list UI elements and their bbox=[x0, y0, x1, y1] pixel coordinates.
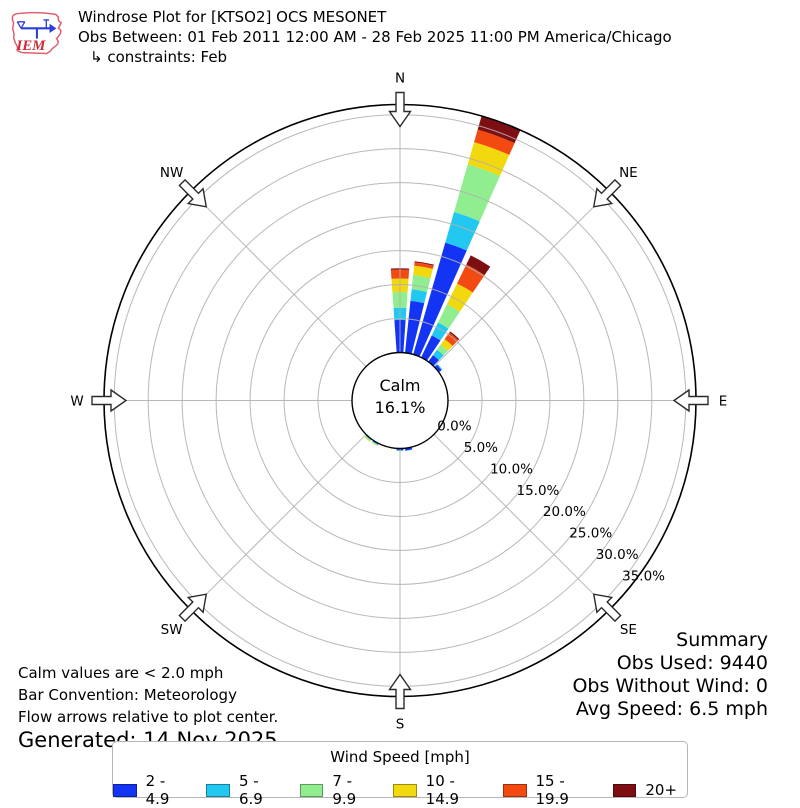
footnote-convention: Bar Convention: Meteorology bbox=[18, 686, 237, 704]
wind-bar-segment bbox=[405, 300, 425, 354]
radial-tick-label: 25.0% bbox=[569, 526, 612, 542]
wind-bar-segment bbox=[474, 129, 515, 155]
compass-label-ne: NE bbox=[619, 165, 638, 181]
legend-swatch bbox=[612, 783, 637, 797]
legend-label: 15 - 19.9 bbox=[535, 772, 569, 808]
wind-bar-segment bbox=[434, 364, 442, 373]
legend-label: 10 - 14.9 bbox=[425, 772, 460, 808]
wind-bar-segment bbox=[413, 265, 433, 279]
wind-bar-segment bbox=[410, 289, 428, 304]
radial-tick-label: 0.0% bbox=[437, 419, 471, 435]
compass-label-nw: NW bbox=[160, 165, 183, 181]
rose-compass-labels: N NE E SE S SW W NW bbox=[70, 71, 727, 733]
grid-spoke bbox=[433, 190, 610, 367]
flow-arrow-icon bbox=[388, 91, 412, 128]
compass-label-se: SE bbox=[620, 622, 637, 638]
flow-arrow-icon bbox=[388, 673, 412, 710]
legend-swatch bbox=[113, 783, 137, 797]
radial-tick-label: 35.0% bbox=[622, 568, 665, 584]
compass-label-w: W bbox=[70, 394, 83, 410]
wind-bar-segment bbox=[364, 436, 371, 442]
summary-title: Summary bbox=[676, 629, 768, 651]
radial-tick-label: 30.0% bbox=[596, 547, 639, 563]
footnotes: Calm values are < 2.0 mph Bar Convention… bbox=[18, 662, 278, 752]
wind-bar-segment bbox=[372, 441, 379, 446]
page-title: Windrose Plot for [KTSO2] OCS MESONET bbox=[78, 8, 387, 26]
flow-arrow-icon bbox=[178, 593, 208, 623]
wind-bar-segment bbox=[414, 261, 434, 266]
wind-bar-segment bbox=[436, 364, 443, 371]
page-constraints: ↳ constraints: Feb bbox=[90, 48, 228, 66]
legend-label: 7 - 9.9 bbox=[332, 772, 357, 808]
wind-bar-segment bbox=[421, 335, 441, 361]
legend-swatch bbox=[206, 783, 230, 797]
wind-bar-segment bbox=[433, 349, 444, 361]
flow-arrow-icon bbox=[91, 388, 128, 413]
wind-bar-segment bbox=[414, 262, 434, 269]
radial-tick-label: 10.0% bbox=[490, 461, 533, 477]
calm-circle bbox=[351, 351, 449, 450]
wind-bar-segment bbox=[365, 436, 371, 442]
compass-label-s: S bbox=[396, 717, 405, 733]
legend-swatch bbox=[502, 783, 527, 797]
summary-block: Summary Obs Used: 9440 Obs Without Wind:… bbox=[572, 629, 768, 721]
wind-bar-segment bbox=[438, 304, 460, 329]
iem-logo-text: IEM bbox=[15, 38, 46, 54]
summary-obs-used: Obs Used: 9440 bbox=[616, 652, 768, 674]
legend-swatch bbox=[393, 783, 417, 797]
wind-bar-segment bbox=[440, 339, 453, 351]
grid-spoke bbox=[190, 434, 367, 611]
radial-tick-label: 5.0% bbox=[464, 440, 498, 456]
compass-label-sw: SW bbox=[161, 622, 183, 638]
flow-arrow-icon bbox=[672, 388, 709, 413]
page-subtitle: Obs Between: 01 Feb 2011 12:00 AM - 28 F… bbox=[78, 28, 672, 46]
calm-value: 16.1% bbox=[375, 398, 426, 417]
summary-obs-without-wind: Obs Without Wind: 0 bbox=[572, 675, 768, 697]
summary-avg-speed: Avg Speed: 6.5 mph bbox=[575, 698, 768, 720]
iem-logo: IEM bbox=[11, 11, 63, 55]
compass-label-n: N bbox=[395, 71, 405, 87]
grid-spoke bbox=[190, 190, 367, 367]
rose-flow-arrows bbox=[91, 91, 709, 710]
legend-label: 2 - 4.9 bbox=[145, 772, 170, 808]
wind-bar-segment bbox=[371, 441, 379, 446]
legend-label: 5 - 6.9 bbox=[238, 772, 263, 808]
wind-bar-segment bbox=[449, 331, 460, 341]
wind-bar-segment bbox=[436, 344, 448, 356]
legend-title: Wind Speed [mph] bbox=[330, 748, 470, 766]
footnote-calm: Calm values are < 2.0 mph bbox=[18, 664, 224, 682]
wind-bar-segment bbox=[446, 283, 473, 312]
wind-bar-segment bbox=[413, 242, 467, 357]
radial-tick-label: 15.0% bbox=[517, 483, 560, 499]
plot-header: Windrose Plot for [KTSO2] OCS MESONET Ob… bbox=[78, 7, 672, 67]
wind-bar-segment bbox=[457, 264, 485, 293]
wind-bar-segment bbox=[405, 449, 413, 451]
wind-bar-segment bbox=[466, 255, 491, 276]
rose-bars bbox=[364, 115, 521, 451]
legend-swatch bbox=[299, 783, 324, 797]
wind-bar-segment bbox=[444, 332, 459, 346]
weather-vane-icon bbox=[16, 19, 57, 39]
wind-speed-legend: Wind Speed [mph] 2 - 4.9 5 - 6.9 7 - 9.9 10… bbox=[112, 741, 688, 808]
compass-label-e: E bbox=[719, 394, 728, 410]
rose-tick-labels: 0.0% 5.0% 10.0% 15.0% 20.0% 25.0% 30.0% 35.0% bbox=[437, 419, 665, 585]
radial-tick-label: 20.0% bbox=[543, 504, 586, 520]
grid-spoke bbox=[433, 434, 610, 611]
legend-label: 20+ bbox=[645, 781, 678, 799]
flow-arrow-icon bbox=[178, 178, 208, 208]
wind-bar-segment bbox=[365, 435, 372, 441]
wind-bar-segment bbox=[371, 442, 378, 447]
footnote-arrows: Flow arrows relative to plot center. bbox=[18, 708, 279, 726]
legend-row: 2 - 4.9 5 - 6.9 7 - 9.9 10 - 14.9 15 - 19.9 2… bbox=[113, 772, 687, 808]
calm-label: Calm bbox=[379, 376, 420, 395]
wind-bar-segment bbox=[454, 164, 500, 222]
wind-bar-segment bbox=[445, 211, 480, 251]
wind-bar-segment bbox=[467, 142, 510, 177]
wind-bar-segment bbox=[411, 275, 431, 292]
flow-arrow-icon bbox=[592, 178, 622, 208]
flow-arrow-icon bbox=[592, 593, 622, 623]
